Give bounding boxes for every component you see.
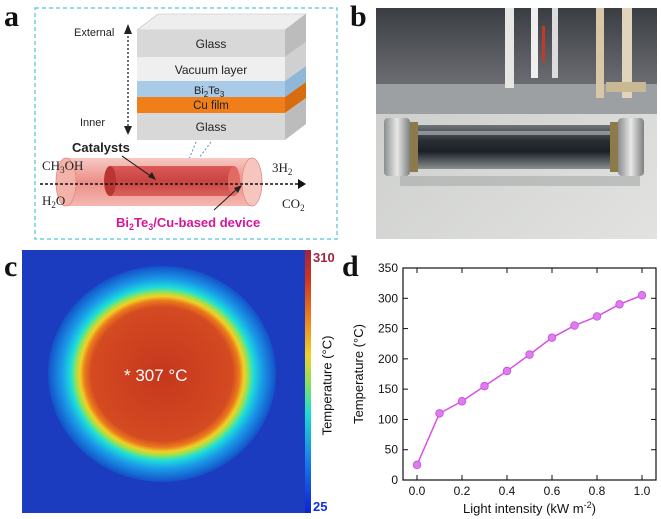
panel-a-frame	[34, 7, 338, 240]
reactant-ch3oh: CH3OH	[42, 158, 83, 175]
reactant-h2o: H2O	[42, 193, 65, 210]
data-point	[502, 366, 512, 376]
plot-frame	[402, 267, 657, 481]
catalysts-label: Catalysts	[72, 140, 130, 155]
product-co2: CO2	[282, 196, 305, 213]
data-point	[412, 460, 422, 470]
y-tick-label: 50	[385, 443, 399, 457]
stack-side-glass-top	[285, 14, 306, 57]
y-tick-label: 150	[378, 382, 398, 396]
device-pointer-head	[234, 185, 242, 193]
layer-cu	[137, 97, 285, 113]
data-point	[480, 381, 489, 391]
data-point	[570, 321, 579, 330]
y-tick-label: 300	[378, 291, 398, 305]
y-tick-label: 100	[378, 412, 398, 426]
layer-cu-label: Cu film	[193, 100, 229, 112]
x-axis-label: Light intensity (kW m-2)	[463, 500, 596, 516]
tube-right-cap	[241, 157, 263, 207]
catalysts-pointer-head	[148, 172, 156, 180]
y-axis-label: Temperature (°C)	[351, 324, 366, 424]
thermal-readout: * 307 °C	[124, 366, 188, 385]
stack-side-bi2te3	[285, 66, 306, 97]
layer-vacuum	[137, 57, 285, 81]
product-3h2: 3H2	[272, 160, 292, 177]
device-label: Bi2Te3/Cu-based device	[116, 215, 260, 232]
x-tick-label: 0.2	[454, 484, 471, 498]
colorbar-max-label: 310	[313, 250, 335, 265]
y-tick-label: 250	[378, 322, 398, 336]
device-pointer	[213, 187, 239, 211]
layer-glass-bottom	[137, 113, 285, 140]
data-point	[637, 291, 647, 300]
data-point	[435, 409, 444, 418]
y-tick-label: 350	[378, 261, 398, 275]
flow-arrowhead	[298, 179, 306, 189]
layer-vacuum-label: Vacuum layer	[175, 63, 247, 77]
layer-bi2te3	[137, 81, 285, 97]
label-inner: Inner	[80, 117, 105, 129]
layer-bi2te3-label: Bi2Te3	[194, 85, 225, 99]
layer-glass-bottom-label: Glass	[196, 120, 227, 134]
data-point	[615, 300, 624, 309]
layer-glass-top	[137, 30, 285, 57]
tube-inner-cap-left	[104, 166, 116, 196]
x-tick-label: 0.4	[499, 484, 516, 498]
axis-arrowhead-top	[124, 24, 132, 34]
data-point	[457, 397, 467, 406]
series-line	[416, 294, 643, 466]
x-tick-label: 0.8	[589, 484, 606, 498]
axis-arrowhead-bottom	[124, 126, 132, 135]
data-point	[547, 333, 557, 342]
panel-c-letter: c	[4, 250, 18, 283]
colorbar-min-label: 25	[313, 499, 328, 514]
y-tick-label: 0	[391, 473, 398, 487]
data-point	[592, 312, 602, 321]
tube-inner	[110, 166, 234, 196]
stack-side-vacuum	[285, 42, 306, 81]
x-tick-label: 1.0	[634, 484, 651, 498]
stack-side-cu	[285, 82, 306, 113]
layer-glass-top-label: Glass	[196, 37, 227, 51]
x-tick-label: 0.6	[544, 484, 561, 498]
catalysts-pointer	[121, 155, 153, 178]
panel-a-letter: a	[4, 0, 19, 33]
y-tick-label: 200	[378, 352, 398, 366]
panel-b-letter: b	[350, 0, 367, 33]
data-point	[525, 350, 534, 359]
stack-side-glass-bottom	[285, 98, 306, 140]
tube-left-cap	[55, 157, 77, 207]
x-tick-label: 0.0	[409, 484, 426, 498]
panel-d-letter: d	[342, 250, 359, 283]
label-external: External	[74, 27, 114, 39]
